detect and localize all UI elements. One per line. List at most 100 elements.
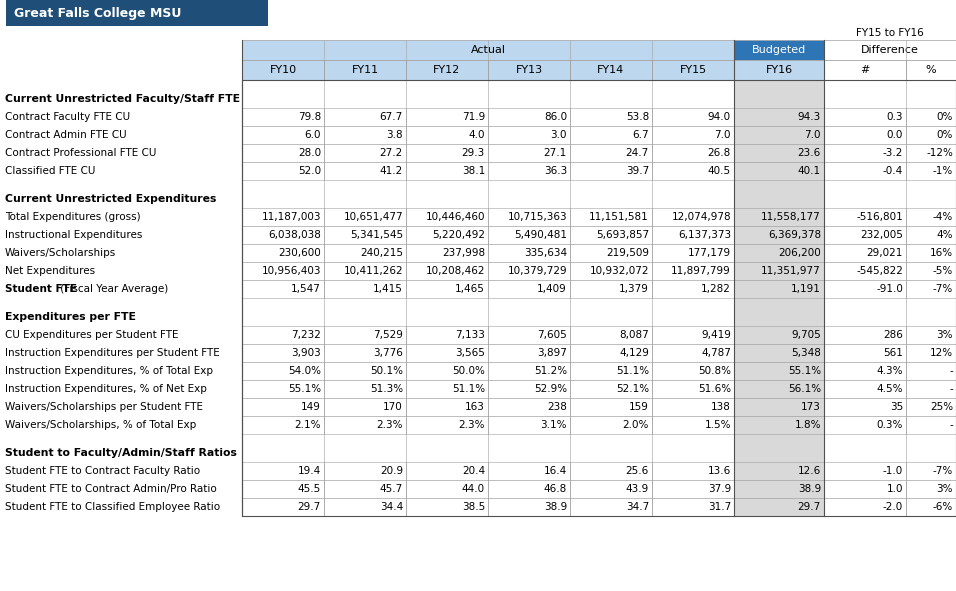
- Text: 29.7: 29.7: [297, 502, 321, 512]
- Bar: [242, 262, 324, 280]
- Bar: [324, 362, 406, 380]
- Bar: [324, 416, 406, 434]
- Bar: [242, 126, 324, 144]
- Text: 4.0: 4.0: [468, 130, 485, 140]
- Text: Budgeted: Budgeted: [751, 45, 806, 55]
- Text: 40.5: 40.5: [707, 166, 731, 176]
- Bar: [570, 326, 652, 344]
- Text: Waivers/Scholarships per Student FTE: Waivers/Scholarships per Student FTE: [5, 402, 203, 412]
- Bar: [406, 262, 488, 280]
- Text: 11,558,177: 11,558,177: [761, 212, 821, 222]
- Bar: [488, 208, 570, 226]
- Bar: [406, 462, 488, 480]
- Bar: [734, 380, 824, 398]
- Bar: [242, 60, 324, 80]
- Text: 10,932,072: 10,932,072: [590, 266, 649, 276]
- Bar: [652, 280, 734, 298]
- Text: 219,509: 219,509: [606, 248, 649, 258]
- Text: 0%: 0%: [937, 112, 953, 122]
- Text: 240,215: 240,215: [360, 248, 403, 258]
- Bar: [242, 208, 324, 226]
- Bar: [824, 480, 906, 498]
- Text: 0.3%: 0.3%: [877, 420, 903, 430]
- Text: 51.6%: 51.6%: [698, 384, 731, 394]
- Text: Current Unrestricted Expenditures: Current Unrestricted Expenditures: [5, 194, 216, 204]
- Text: 27.1: 27.1: [544, 148, 567, 158]
- Text: 51.2%: 51.2%: [533, 366, 567, 376]
- Bar: [906, 326, 956, 344]
- Text: -: -: [949, 384, 953, 394]
- Text: 52.1%: 52.1%: [616, 384, 649, 394]
- Bar: [324, 462, 406, 480]
- Text: 55.1%: 55.1%: [288, 384, 321, 394]
- Text: 46.8: 46.8: [544, 484, 567, 494]
- Bar: [406, 398, 488, 416]
- Text: -1%: -1%: [933, 166, 953, 176]
- Text: 4,787: 4,787: [701, 348, 731, 358]
- Bar: [652, 416, 734, 434]
- Text: 5,693,857: 5,693,857: [596, 230, 649, 240]
- Text: 0.3: 0.3: [886, 112, 903, 122]
- Bar: [242, 162, 324, 180]
- Text: Current Unrestricted Faculty/Staff FTE: Current Unrestricted Faculty/Staff FTE: [5, 94, 240, 104]
- Text: 19.4: 19.4: [297, 466, 321, 476]
- Bar: [570, 126, 652, 144]
- Text: 5,348: 5,348: [792, 348, 821, 358]
- Text: 7.0: 7.0: [714, 130, 731, 140]
- Bar: [406, 498, 488, 516]
- Text: 0%: 0%: [937, 130, 953, 140]
- Text: Contract Professional FTE CU: Contract Professional FTE CU: [5, 148, 157, 158]
- Text: 177,179: 177,179: [688, 248, 731, 258]
- Bar: [324, 280, 406, 298]
- Text: 51.3%: 51.3%: [370, 384, 403, 394]
- Text: 16.4: 16.4: [544, 466, 567, 476]
- Text: 56.1%: 56.1%: [788, 384, 821, 394]
- Bar: [570, 480, 652, 498]
- Text: 38.1: 38.1: [462, 166, 485, 176]
- Bar: [406, 208, 488, 226]
- Bar: [734, 40, 824, 60]
- Bar: [570, 208, 652, 226]
- Text: -91.0: -91.0: [876, 284, 903, 294]
- Bar: [488, 416, 570, 434]
- Text: 50.0%: 50.0%: [452, 366, 485, 376]
- Text: 6,038,038: 6,038,038: [268, 230, 321, 240]
- Text: 2.3%: 2.3%: [377, 420, 403, 430]
- Text: 53.8: 53.8: [626, 112, 649, 122]
- Bar: [242, 244, 324, 262]
- Text: Instruction Expenditures, % of Total Exp: Instruction Expenditures, % of Total Exp: [5, 366, 213, 376]
- Text: 86.0: 86.0: [544, 112, 567, 122]
- Bar: [242, 80, 956, 516]
- Bar: [652, 162, 734, 180]
- Text: 11,897,799: 11,897,799: [671, 266, 731, 276]
- Text: Instruction Expenditures, % of Net Exp: Instruction Expenditures, % of Net Exp: [5, 384, 206, 394]
- Text: 163: 163: [466, 402, 485, 412]
- Bar: [570, 244, 652, 262]
- Text: 35: 35: [890, 402, 903, 412]
- Text: -3.2: -3.2: [882, 148, 903, 158]
- Bar: [824, 380, 906, 398]
- Bar: [488, 480, 570, 498]
- Text: CU Expenditures per Student FTE: CU Expenditures per Student FTE: [5, 330, 179, 340]
- Text: 38.9: 38.9: [544, 502, 567, 512]
- Text: Student to Faculty/Admin/Staff Ratios: Student to Faculty/Admin/Staff Ratios: [5, 448, 237, 458]
- Text: 10,956,403: 10,956,403: [262, 266, 321, 276]
- Text: 4%: 4%: [937, 230, 953, 240]
- Bar: [242, 398, 324, 416]
- Text: 11,187,003: 11,187,003: [262, 212, 321, 222]
- Text: 20.9: 20.9: [380, 466, 403, 476]
- Text: 237,998: 237,998: [442, 248, 485, 258]
- Bar: [652, 380, 734, 398]
- Bar: [906, 60, 956, 80]
- Bar: [570, 462, 652, 480]
- Bar: [242, 362, 324, 380]
- Bar: [652, 398, 734, 416]
- Bar: [6, 0, 268, 26]
- Text: 27.2: 27.2: [380, 148, 403, 158]
- Bar: [324, 208, 406, 226]
- Bar: [406, 108, 488, 126]
- Bar: [824, 226, 906, 244]
- Bar: [652, 126, 734, 144]
- Bar: [324, 262, 406, 280]
- Text: 2.3%: 2.3%: [459, 420, 485, 430]
